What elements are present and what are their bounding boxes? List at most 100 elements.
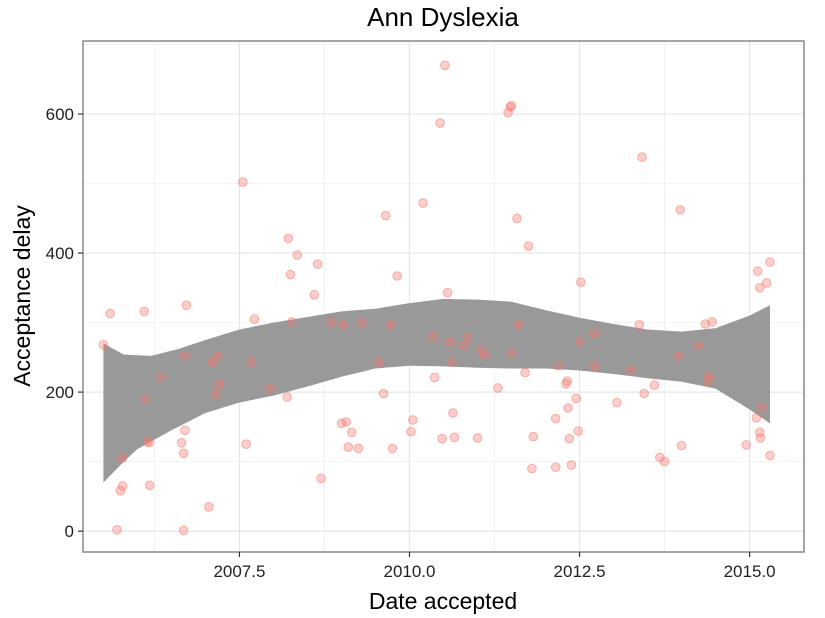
data-point — [505, 102, 516, 112]
data-point — [428, 332, 439, 343]
data-point — [589, 361, 600, 372]
chart-title: Ann Dyslexia — [367, 2, 519, 32]
data-point — [312, 259, 323, 270]
y-axis-title: Acceptance delay — [9, 205, 35, 387]
data-point — [566, 460, 577, 470]
data-point — [144, 437, 155, 448]
data-point — [214, 379, 224, 390]
data-point — [117, 481, 128, 491]
data-point — [506, 100, 517, 111]
data-point — [673, 351, 684, 361]
data-point — [338, 319, 348, 330]
y-tick-label: 600 — [46, 105, 74, 124]
data-point — [571, 393, 581, 404]
data-point — [765, 257, 775, 267]
x-tick-label: 2010.0 — [383, 562, 435, 581]
data-point — [238, 177, 248, 187]
data-point — [292, 250, 303, 260]
data-point — [178, 525, 189, 536]
data-point — [343, 442, 354, 452]
data-point — [449, 432, 460, 443]
data-point — [639, 388, 650, 399]
data-point — [752, 266, 763, 276]
data-point — [751, 413, 762, 423]
data-point — [378, 388, 389, 399]
data-point — [353, 443, 364, 454]
data-point — [204, 502, 214, 512]
data-point — [704, 372, 714, 382]
data-point — [380, 210, 391, 221]
data-point — [387, 443, 398, 454]
plot-panel — [83, 41, 804, 552]
x-axis-title: Date accepted — [369, 588, 517, 614]
data-point — [462, 333, 473, 343]
data-point — [512, 213, 522, 224]
data-point — [649, 380, 660, 390]
data-point — [574, 336, 585, 347]
data-point — [562, 376, 573, 386]
data-point — [523, 241, 534, 251]
data-point — [448, 408, 458, 418]
data-point — [374, 357, 384, 368]
data-point — [210, 389, 221, 400]
data-point — [98, 340, 109, 350]
data-point — [446, 357, 457, 368]
data-point — [625, 365, 636, 375]
x-tick-label: 2007.5 — [213, 562, 265, 581]
data-point — [117, 453, 128, 463]
data-point — [283, 233, 294, 244]
data-point — [207, 357, 217, 368]
data-point — [445, 337, 456, 347]
data-point — [493, 383, 503, 393]
data-point — [472, 433, 483, 443]
data-point — [285, 269, 296, 280]
data-point — [659, 456, 670, 467]
smooth-confidence-ribbon — [103, 298, 770, 483]
data-point — [755, 433, 766, 443]
data-point — [408, 415, 418, 425]
data-point — [550, 462, 561, 473]
y-tick-label: 200 — [46, 383, 74, 402]
data-point — [435, 118, 445, 128]
x-axis-ticks: 2007.5 2010.0 2012.5 2015.0 — [213, 552, 776, 581]
data-point — [563, 403, 573, 413]
data-point — [385, 319, 396, 330]
x-tick-label: 2015.0 — [724, 562, 776, 581]
data-point — [140, 394, 151, 404]
plot-border — [82, 40, 805, 553]
data-point — [589, 328, 600, 338]
data-point — [265, 383, 275, 394]
data-point — [765, 450, 775, 461]
data-point — [144, 480, 155, 491]
data-point — [316, 473, 326, 484]
data-point — [246, 357, 257, 368]
data-point — [392, 271, 403, 281]
data-point — [346, 427, 357, 438]
data-point — [437, 433, 447, 444]
data-point — [741, 440, 752, 450]
data-point — [576, 277, 586, 288]
data-point — [476, 344, 486, 355]
data-point — [479, 350, 490, 361]
data-point — [112, 525, 122, 535]
data-point — [429, 372, 440, 383]
data-point — [139, 306, 149, 317]
data-point — [506, 348, 517, 359]
data-point — [761, 278, 772, 288]
data-point — [675, 205, 686, 215]
data-point — [520, 367, 530, 378]
data-point — [755, 283, 765, 293]
data-point — [553, 360, 563, 371]
scatter-points — [98, 60, 775, 536]
data-point — [707, 317, 718, 327]
data-point — [573, 426, 584, 436]
data-point — [115, 486, 126, 496]
data-point — [693, 340, 704, 351]
data-point — [249, 314, 260, 324]
data-point — [528, 431, 539, 442]
data-point — [212, 351, 223, 361]
data-point — [176, 438, 187, 448]
data-point — [418, 198, 428, 208]
data-point — [105, 308, 115, 319]
data-point — [406, 426, 416, 437]
